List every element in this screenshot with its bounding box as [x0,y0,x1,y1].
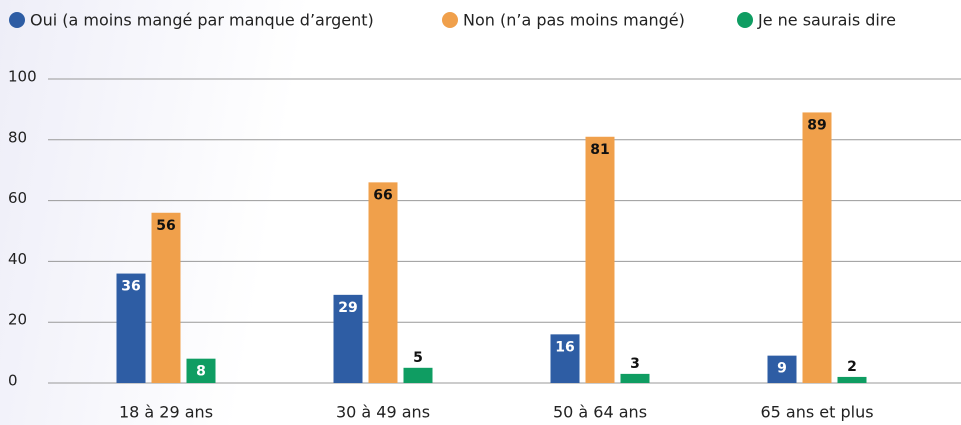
y-tick-label: 40 [8,250,27,268]
value-label: 16 [555,339,574,355]
value-label: 9 [777,361,787,377]
value-label: 81 [590,142,609,158]
x-tick-label: 65 ans et plus [760,403,873,422]
value-label: 3 [630,356,640,372]
bar [802,112,832,383]
value-label: 2 [847,359,857,375]
value-label: 29 [338,300,357,316]
value-label: 89 [807,117,826,133]
bar [767,355,797,383]
legend-label: Je ne saurais dire [757,11,896,30]
legend-label: Oui (a moins mangé par manque d’argent) [30,11,374,30]
bar [186,358,216,383]
x-tick-label: 50 à 64 ans [553,403,647,422]
y-tick-label: 0 [8,372,18,390]
x-tick-label: 30 à 49 ans [336,403,430,422]
legend-marker [9,12,25,28]
y-tick-label: 100 [8,68,37,86]
bar [333,294,363,383]
bar [116,273,146,383]
bar [368,182,398,383]
value-label: 56 [156,218,175,234]
value-label: 36 [121,279,140,295]
value-label: 8 [196,364,206,380]
bar [585,136,615,383]
bar [620,373,650,383]
y-tick-label: 20 [8,311,27,329]
legend-marker [737,12,753,28]
bar [403,367,433,383]
bar [151,212,181,383]
y-tick-label: 80 [8,128,27,146]
bar [837,376,867,383]
bar [550,334,580,383]
legend-marker [442,12,458,28]
legend-label: Non (n’a pas moins mangé) [463,11,685,30]
value-label: 5 [413,350,423,366]
value-label: 66 [373,187,392,203]
x-tick-label: 18 à 29 ans [119,403,213,422]
y-tick-label: 60 [8,189,27,207]
